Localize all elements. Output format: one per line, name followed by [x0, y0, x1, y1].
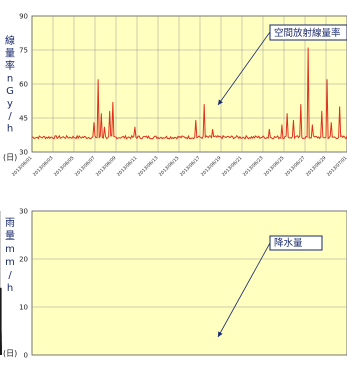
x-tick-label: 2013/06/21: [221, 155, 244, 178]
x-tick-label: 2013/06/19: [200, 155, 223, 178]
x-tick-label: 2013/06/25: [263, 155, 286, 178]
data-point: [293, 119, 294, 121]
x-tick-label: 2013/06/23: [242, 155, 265, 178]
bar: [0, 350, 2, 355]
annotation-label: 降水量: [274, 237, 303, 249]
data-point: [311, 124, 313, 126]
annotation-arrowhead: [218, 331, 223, 337]
data-point: [93, 122, 95, 123]
y-axis-label-char: n: [7, 74, 13, 85]
y-axis-label-char: m: [5, 257, 15, 268]
x-tick-label: 2013/06/03: [32, 155, 55, 178]
data-point: [97, 79, 99, 80]
y-tick-label: 10: [19, 304, 28, 312]
data-point: [281, 124, 283, 126]
x-tick-label: 2013/06/11: [116, 155, 139, 178]
plot-area: [31, 210, 347, 356]
y-axis-label-char: 量: [5, 230, 15, 242]
data-point: [326, 79, 328, 80]
data-point: [104, 126, 105, 128]
y-tick-label: 20: [19, 256, 28, 264]
x-tick-label: 2013/06/15: [158, 155, 181, 178]
y-axis-label-char: h: [7, 283, 13, 294]
x-tick-label: 2013/06/07: [74, 155, 97, 178]
data-point: [339, 106, 341, 108]
data-point: [330, 122, 332, 123]
data-point: [268, 128, 270, 130]
x-tick-label: 2013/06/29: [305, 155, 328, 178]
y-tick-label: 60: [19, 81, 28, 89]
y-tick-label: 30: [19, 149, 28, 157]
y-unit-marker: (日): [3, 153, 17, 162]
y-tick-label: 75: [19, 47, 28, 55]
y-axis-label-char: m: [5, 244, 15, 255]
x-tick-label: 2013/06/13: [137, 155, 160, 178]
y-tick-label: 90: [19, 13, 28, 21]
bar: [0, 287, 2, 355]
data-point: [195, 119, 197, 121]
data-point: [307, 47, 309, 49]
data-point: [109, 110, 111, 112]
y-tick-label: 0: [24, 352, 28, 360]
annotation-arrow: [217, 31, 271, 106]
y-axis-label-char: 量: [5, 48, 15, 60]
y-axis-label-char: 雨: [5, 218, 15, 229]
y-axis-label-char: h: [7, 124, 13, 135]
data-point: [134, 126, 136, 128]
annotation-arrowhead: [218, 99, 223, 105]
annotation-arrow: [217, 242, 271, 338]
data-point: [212, 128, 214, 130]
y-axis-label-char: y: [7, 99, 13, 110]
y-axis-label-char: /: [8, 111, 12, 122]
data-point: [300, 104, 302, 105]
y-tick-label: 45: [19, 115, 28, 123]
data-point: [112, 101, 114, 103]
data-point: [321, 110, 323, 112]
data-point: [203, 104, 205, 105]
series-line: [31, 47, 347, 140]
y-axis-label-char: 線: [5, 34, 15, 47]
data-point: [286, 113, 288, 114]
data-point: [100, 113, 102, 114]
x-tick-label: 2013/06/05: [53, 155, 76, 178]
y-axis-label-char: /: [8, 270, 12, 281]
x-tick-label: 2013/06/09: [95, 155, 118, 178]
y-unit-marker: (日): [3, 349, 17, 358]
x-tick-label: 2013/07/01: [326, 155, 347, 178]
y-axis-label-char: G: [6, 86, 14, 97]
x-tick-label: 2013/06/27: [284, 155, 307, 178]
y-axis-label-char: 率: [5, 59, 15, 72]
annotation-label: 空間放射線量率: [274, 27, 341, 39]
x-tick-label: 2013/06/17: [179, 155, 202, 178]
y-tick-label: 30: [19, 208, 28, 216]
